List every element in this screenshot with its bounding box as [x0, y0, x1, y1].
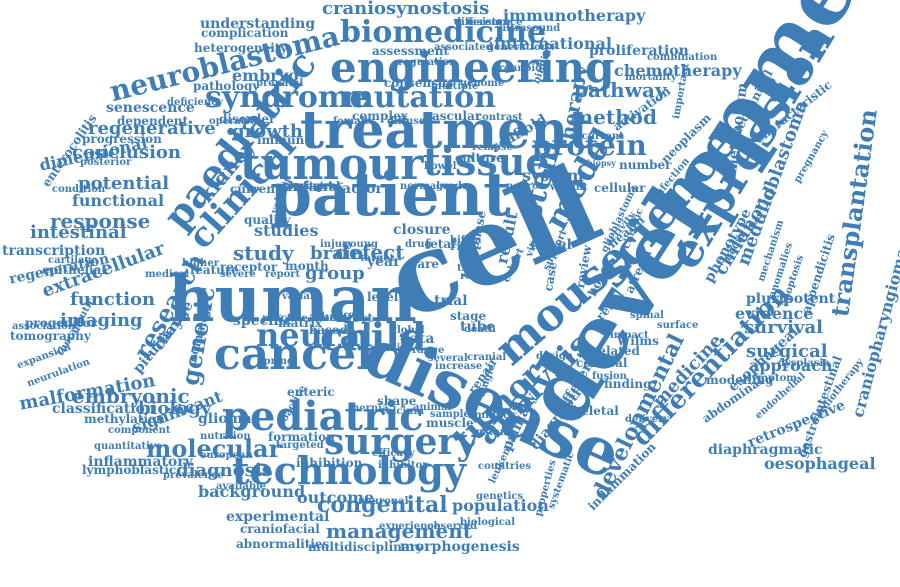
word: target [360, 254, 394, 264]
word: role [460, 272, 482, 282]
word: closure [393, 223, 451, 237]
word: association [12, 322, 75, 332]
word: variant [282, 292, 322, 302]
word: targeted [276, 441, 324, 451]
word: abnormalities [236, 538, 329, 550]
word: genome [460, 79, 504, 89]
word: inhibitor [378, 461, 428, 471]
word: progression [82, 133, 162, 145]
word: fusion [592, 372, 627, 382]
word: posterior [80, 158, 131, 168]
word: deficiency [167, 98, 223, 108]
word: weight [550, 183, 588, 193]
word: relapse [472, 143, 513, 153]
word: mild [386, 344, 411, 354]
word: generation [487, 43, 548, 53]
word: nutrition [200, 432, 251, 442]
word: neuron [506, 182, 546, 192]
word: cartilage [48, 256, 98, 266]
word: countries [478, 462, 531, 472]
word: quality [244, 214, 291, 226]
word: combination [647, 53, 717, 63]
word: regulation [398, 58, 457, 68]
word: spring [258, 357, 294, 367]
word: genetics [476, 492, 523, 502]
word: component [108, 426, 171, 436]
word: oesophageal [764, 456, 876, 472]
word: ultrasound [499, 24, 560, 34]
word: intestinal [30, 224, 127, 242]
word: bifida [450, 236, 482, 246]
word: level [367, 291, 398, 303]
word: quantitative [94, 442, 162, 452]
word: mortality [625, 73, 677, 83]
word: inhibition [296, 457, 362, 469]
word: skeletal [566, 405, 619, 417]
word: dependent [117, 115, 188, 127]
word: operative [209, 117, 261, 127]
word: trial [434, 294, 468, 308]
word: based [309, 324, 348, 336]
word: report [265, 270, 300, 280]
word: contrast [476, 113, 523, 123]
word: grade [436, 182, 468, 192]
word: central [300, 182, 340, 192]
word: heterogeneity [194, 42, 287, 54]
word: death [464, 325, 496, 335]
word: prenatal [256, 79, 303, 89]
word: craniosynostosis [322, 0, 489, 18]
word: normal [400, 182, 440, 192]
word: diffuse [387, 117, 425, 127]
word: stage [450, 310, 486, 322]
word: recurrent [570, 132, 624, 142]
word: cortical [576, 357, 627, 369]
word: neuronal [358, 497, 408, 507]
word: higher [182, 259, 219, 269]
word: instant [472, 428, 512, 438]
word: design [536, 352, 573, 362]
word: associated [434, 43, 493, 53]
word: sample [430, 410, 470, 420]
word: condition [52, 185, 105, 195]
word: female [333, 117, 371, 127]
word: severe [220, 270, 256, 280]
word: biopsy [587, 159, 616, 167]
word: european [200, 451, 253, 461]
word: spinal [630, 311, 664, 321]
word: amniotic [468, 411, 517, 421]
word: methylation [84, 413, 165, 425]
word: functional [72, 193, 164, 209]
word: global [390, 326, 425, 336]
word: vascular [425, 110, 481, 122]
word: biological [460, 518, 515, 528]
word: craniofacial [240, 523, 320, 535]
word: transplantation [828, 108, 881, 319]
word: several [428, 354, 468, 364]
word: complication [201, 27, 288, 39]
word: pathology [193, 80, 259, 92]
word: blood [312, 314, 343, 324]
word: glioma [198, 412, 252, 426]
word: calcium [380, 407, 424, 417]
word: current [230, 183, 281, 195]
word: delivery [625, 415, 669, 425]
word: cranial [467, 353, 506, 363]
word: prevalence [163, 471, 224, 481]
word: practice [262, 314, 308, 324]
word: immune [257, 134, 312, 146]
word: efficacy [372, 449, 415, 459]
word: available [216, 482, 266, 492]
word: impact [610, 331, 649, 341]
word: surface [657, 321, 698, 331]
word: dysplasia [778, 359, 830, 369]
word: medical [145, 270, 189, 280]
word: immunotherapy [503, 8, 645, 24]
word: bowel [424, 162, 456, 172]
word: young [344, 240, 378, 250]
word: factor [336, 182, 383, 196]
word: care [410, 258, 439, 270]
